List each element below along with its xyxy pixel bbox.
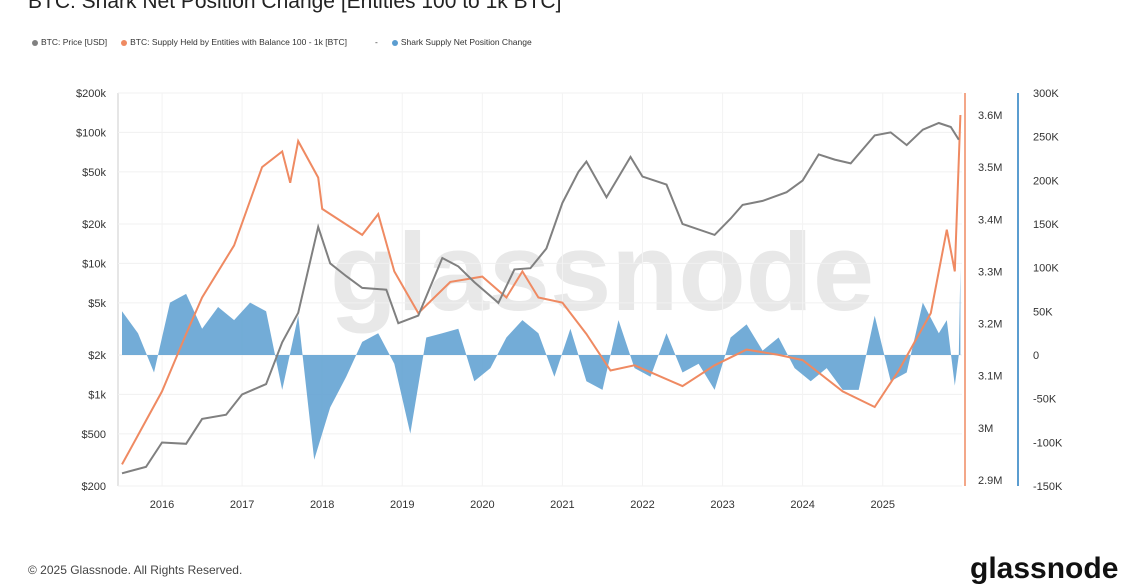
legend: BTC: Price [USD] BTC: Supply Held by Ent… — [32, 37, 532, 47]
y-left-tick-label: $10k — [82, 258, 106, 270]
y-left-tick-label: $200 — [82, 481, 106, 493]
y-left-tick-label: $500 — [82, 429, 106, 441]
y-right2-tick-label: -150K — [1033, 481, 1063, 493]
glassnode-logo: glassnode — [970, 552, 1119, 585]
x-tick-label: 2019 — [390, 499, 414, 511]
y-left-tick-label: $2k — [88, 350, 106, 362]
x-tick-label: 2016 — [150, 499, 174, 511]
supply-line — [121, 114, 962, 465]
y-right1-tick-label: 3.5M — [978, 162, 1002, 174]
x-tick-label: 2023 — [710, 499, 734, 511]
y-right2-tick-label: 150K — [1033, 219, 1059, 231]
y-left-tick-label: $50k — [82, 167, 106, 179]
legend-label: BTC: Supply Held by Entities with Balanc… — [130, 37, 347, 47]
legend-dot-icon — [32, 39, 38, 46]
y-right2-tick-label: 250K — [1033, 132, 1059, 144]
legend-label: Shark Supply Net Position Change — [400, 37, 532, 47]
x-tick-label: 2018 — [310, 499, 334, 511]
y-right1-tick-label: 3.3M — [978, 266, 1002, 278]
x-tick-label: 2025 — [870, 499, 894, 511]
legend-item-price[interactable]: BTC: Price [USD] — [32, 37, 107, 47]
legend-separator: - — [374, 37, 378, 47]
net-position-change-area — [122, 267, 961, 460]
legend-dot-icon — [391, 39, 398, 46]
y-left-tick-label: $100k — [76, 127, 106, 139]
y-right1-tick-label: 3.1M — [978, 371, 1002, 383]
y-right2-tick-label: 0 — [1033, 350, 1039, 362]
x-tick-label: 2022 — [630, 499, 654, 511]
chart-title: BTC: Shark Net Position Change [Entities… — [28, 0, 562, 13]
y-left-tick-label: $20k — [82, 219, 106, 231]
y-right2-tick-label: -50K — [1033, 394, 1057, 406]
y-right1-tick-label: 3.4M — [978, 214, 1002, 226]
y-right2-tick-label: 300K — [1033, 88, 1059, 100]
x-tick-label: 2024 — [790, 499, 814, 511]
y-right1-tick-label: 3M — [978, 423, 993, 435]
chart-area: glassnode $200 $500 $1k $2k $5k $10k $20k $50k $… — [76, 88, 1063, 511]
y-right2-tick-label: 100K — [1033, 263, 1059, 275]
legend-item-net-change[interactable]: Shark Supply Net Position Change — [391, 37, 532, 47]
x-tick-label: 2020 — [470, 499, 494, 511]
legend-label: BTC: Price [USD] — [41, 37, 108, 47]
y-right2-tick-label: 200K — [1033, 175, 1059, 187]
y-left-tick-label: $1k — [88, 389, 106, 401]
y-left-tick-label: $5k — [88, 298, 106, 310]
legend-dot-icon — [121, 39, 128, 46]
legend-item-supply[interactable]: BTC: Supply Held by Entities with Balanc… — [121, 37, 347, 47]
x-tick-label: 2017 — [230, 499, 254, 511]
x-tick-label: 2021 — [550, 499, 574, 511]
y-right2-tick-label: 50K — [1033, 306, 1053, 318]
y-left-tick-label: $200k — [76, 88, 106, 100]
copyright-footer: © 2025 Glassnode. All Rights Reserved. — [28, 563, 243, 577]
y-right2-tick-label: -100K — [1033, 437, 1063, 449]
y-right1-tick-label: 3.6M — [978, 110, 1002, 122]
y-right1-tick-label: 3.2M — [978, 319, 1002, 331]
price-line — [121, 121, 960, 475]
y-right1-tick-label: 2.9M — [978, 475, 1002, 487]
watermark: glassnode — [330, 211, 874, 334]
